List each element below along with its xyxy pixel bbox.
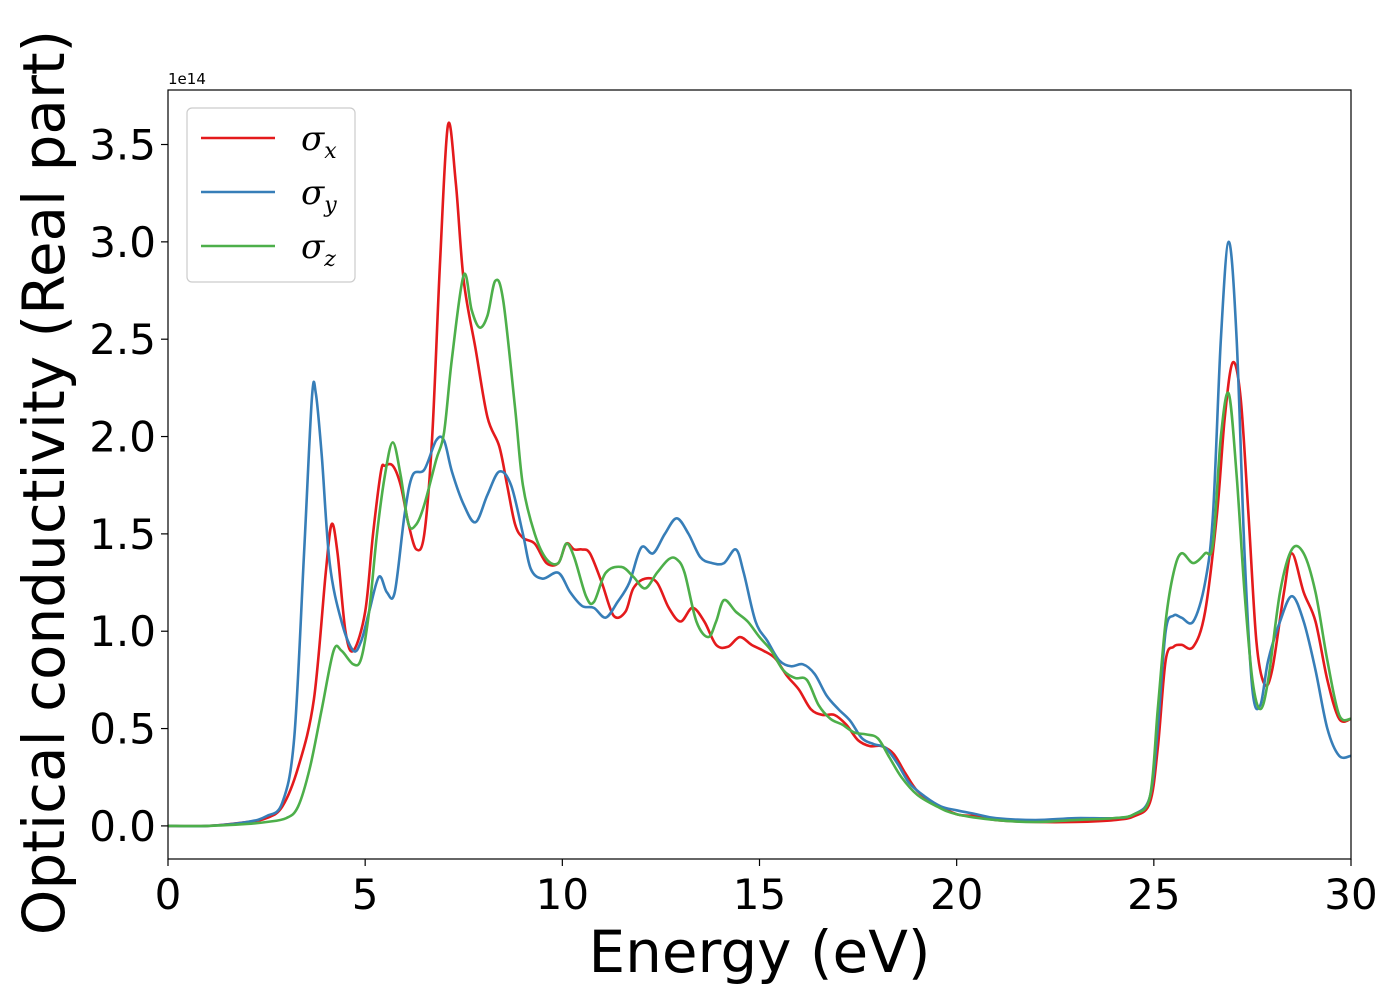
- y-axis-offset-label: 1e14: [168, 70, 206, 88]
- x-tick-label: 15: [733, 870, 786, 919]
- x-axis-ticks: 0 5 10 15 20 25 30: [155, 859, 1378, 919]
- y-tick-label: 1.0: [89, 607, 156, 656]
- y-axis-ticks: 0.0 0.5 1.0 1.5 2.0 2.5 3.0 3.5: [89, 121, 168, 851]
- legend-label-y: σy: [301, 173, 337, 218]
- y-axis-label: Optical conductivity (Real part): [10, 30, 78, 935]
- y-tick-label: 2.5: [89, 315, 156, 364]
- plot-series-layer: [168, 121, 1351, 828]
- x-tick-label: 30: [1324, 870, 1377, 919]
- y-tick-label: 3.0: [89, 218, 156, 267]
- legend-box: [186, 107, 356, 283]
- x-tick-label: 10: [536, 870, 589, 919]
- x-tick-label: 25: [1127, 870, 1180, 919]
- x-tick-label: 5: [352, 870, 379, 919]
- x-axis-label: Energy (eV): [588, 918, 930, 986]
- legend-label-x: σx: [301, 119, 337, 164]
- y-tick-label: 2.0: [89, 413, 156, 462]
- legend: σx σy σz: [186, 107, 356, 283]
- y-tick-label: 0.5: [89, 705, 156, 754]
- x-tick-label: 20: [930, 870, 983, 919]
- series-line-z: [168, 272, 1351, 828]
- x-tick-label: 0: [155, 870, 182, 919]
- legend-label-z: σz: [301, 227, 336, 272]
- y-tick-label: 3.5: [89, 121, 156, 170]
- y-tick-label: 0.0: [89, 802, 156, 851]
- series-line-y: [168, 240, 1351, 828]
- y-tick-label: 1.5: [89, 510, 156, 559]
- series-line-x: [168, 121, 1351, 828]
